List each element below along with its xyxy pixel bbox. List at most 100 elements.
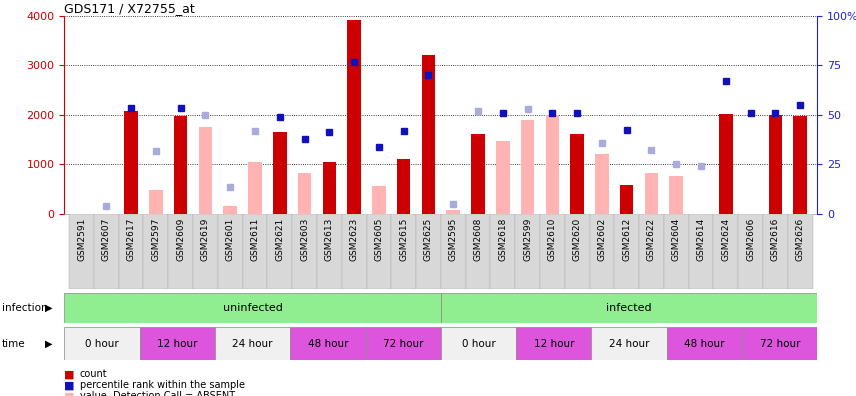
FancyBboxPatch shape bbox=[242, 214, 267, 289]
Bar bbox=[520, 120, 534, 214]
Bar bbox=[223, 206, 237, 214]
FancyBboxPatch shape bbox=[763, 214, 788, 289]
Bar bbox=[669, 176, 683, 214]
FancyBboxPatch shape bbox=[64, 327, 140, 360]
Text: GSM2617: GSM2617 bbox=[127, 218, 135, 261]
Text: GSM2616: GSM2616 bbox=[771, 218, 780, 261]
Bar bbox=[645, 173, 658, 214]
Text: 12 hour: 12 hour bbox=[533, 339, 574, 348]
Text: GSM2602: GSM2602 bbox=[597, 218, 606, 261]
Text: GSM2591: GSM2591 bbox=[77, 218, 86, 261]
Text: ▶: ▶ bbox=[45, 339, 52, 348]
Text: ■: ■ bbox=[64, 380, 74, 390]
Text: 48 hour: 48 hour bbox=[684, 339, 725, 348]
Text: GSM2625: GSM2625 bbox=[424, 218, 433, 261]
Text: value, Detection Call = ABSENT: value, Detection Call = ABSENT bbox=[80, 391, 235, 396]
FancyBboxPatch shape bbox=[688, 214, 713, 289]
FancyBboxPatch shape bbox=[441, 327, 516, 360]
FancyBboxPatch shape bbox=[290, 327, 366, 360]
Text: ▶: ▶ bbox=[45, 303, 52, 313]
Text: infection: infection bbox=[2, 303, 47, 313]
FancyBboxPatch shape bbox=[738, 214, 763, 289]
Text: GSM2609: GSM2609 bbox=[176, 218, 185, 261]
Text: infected: infected bbox=[606, 303, 652, 313]
FancyBboxPatch shape bbox=[441, 293, 817, 323]
FancyBboxPatch shape bbox=[590, 214, 615, 289]
Text: GSM2608: GSM2608 bbox=[473, 218, 483, 261]
Text: 48 hour: 48 hour bbox=[307, 339, 348, 348]
Bar bbox=[545, 115, 559, 214]
FancyBboxPatch shape bbox=[64, 293, 441, 323]
Text: GSM2619: GSM2619 bbox=[201, 218, 210, 261]
Text: GSM2622: GSM2622 bbox=[647, 218, 656, 261]
FancyBboxPatch shape bbox=[788, 214, 812, 289]
Text: ■: ■ bbox=[64, 369, 74, 379]
FancyBboxPatch shape bbox=[267, 214, 292, 289]
Text: GSM2611: GSM2611 bbox=[251, 218, 259, 261]
Bar bbox=[620, 185, 633, 214]
Text: GSM2605: GSM2605 bbox=[374, 218, 383, 261]
Bar bbox=[323, 162, 336, 214]
Text: GSM2603: GSM2603 bbox=[300, 218, 309, 261]
Bar bbox=[372, 186, 386, 214]
Bar bbox=[149, 190, 163, 214]
FancyBboxPatch shape bbox=[639, 214, 664, 289]
Text: GSM2599: GSM2599 bbox=[523, 218, 532, 261]
FancyBboxPatch shape bbox=[516, 327, 591, 360]
Bar bbox=[769, 115, 782, 214]
Text: GSM2604: GSM2604 bbox=[672, 218, 681, 261]
FancyBboxPatch shape bbox=[366, 214, 391, 289]
Text: GSM2610: GSM2610 bbox=[548, 218, 557, 261]
Text: 72 hour: 72 hour bbox=[383, 339, 424, 348]
Bar bbox=[348, 20, 361, 214]
Text: 0 hour: 0 hour bbox=[461, 339, 496, 348]
Text: percentile rank within the sample: percentile rank within the sample bbox=[80, 380, 245, 390]
Text: GSM2623: GSM2623 bbox=[349, 218, 359, 261]
FancyBboxPatch shape bbox=[391, 214, 416, 289]
Bar bbox=[570, 133, 584, 214]
FancyBboxPatch shape bbox=[342, 214, 366, 289]
Bar bbox=[174, 116, 187, 214]
FancyBboxPatch shape bbox=[140, 327, 215, 360]
Text: uninfected: uninfected bbox=[223, 303, 282, 313]
Bar bbox=[248, 162, 262, 214]
Text: 72 hour: 72 hour bbox=[759, 339, 800, 348]
Text: GSM2620: GSM2620 bbox=[573, 218, 581, 261]
FancyBboxPatch shape bbox=[69, 214, 94, 289]
Bar bbox=[471, 133, 484, 214]
FancyBboxPatch shape bbox=[193, 214, 217, 289]
FancyBboxPatch shape bbox=[217, 214, 242, 289]
Text: GSM2612: GSM2612 bbox=[622, 218, 631, 261]
Text: GSM2601: GSM2601 bbox=[226, 218, 235, 261]
FancyBboxPatch shape bbox=[169, 214, 193, 289]
FancyBboxPatch shape bbox=[540, 214, 565, 289]
Text: 24 hour: 24 hour bbox=[232, 339, 273, 348]
FancyBboxPatch shape bbox=[366, 327, 441, 360]
Text: GSM2613: GSM2613 bbox=[324, 218, 334, 261]
Text: 0 hour: 0 hour bbox=[85, 339, 119, 348]
FancyBboxPatch shape bbox=[591, 327, 667, 360]
Text: count: count bbox=[80, 369, 107, 379]
Text: 24 hour: 24 hour bbox=[609, 339, 650, 348]
Bar bbox=[298, 173, 312, 214]
FancyBboxPatch shape bbox=[565, 214, 590, 289]
FancyBboxPatch shape bbox=[416, 214, 441, 289]
FancyBboxPatch shape bbox=[94, 214, 119, 289]
FancyBboxPatch shape bbox=[317, 214, 342, 289]
FancyBboxPatch shape bbox=[215, 327, 290, 360]
Text: GSM2607: GSM2607 bbox=[102, 218, 110, 261]
Text: GSM2624: GSM2624 bbox=[722, 218, 730, 261]
FancyBboxPatch shape bbox=[742, 327, 817, 360]
Bar bbox=[447, 210, 460, 214]
Bar bbox=[794, 116, 807, 214]
FancyBboxPatch shape bbox=[664, 214, 688, 289]
Text: GSM2621: GSM2621 bbox=[276, 218, 284, 261]
Bar bbox=[496, 141, 509, 214]
Bar bbox=[397, 159, 411, 214]
FancyBboxPatch shape bbox=[441, 214, 466, 289]
Bar bbox=[199, 127, 212, 214]
FancyBboxPatch shape bbox=[119, 214, 144, 289]
Bar bbox=[273, 131, 287, 214]
FancyBboxPatch shape bbox=[667, 327, 742, 360]
FancyBboxPatch shape bbox=[713, 214, 738, 289]
